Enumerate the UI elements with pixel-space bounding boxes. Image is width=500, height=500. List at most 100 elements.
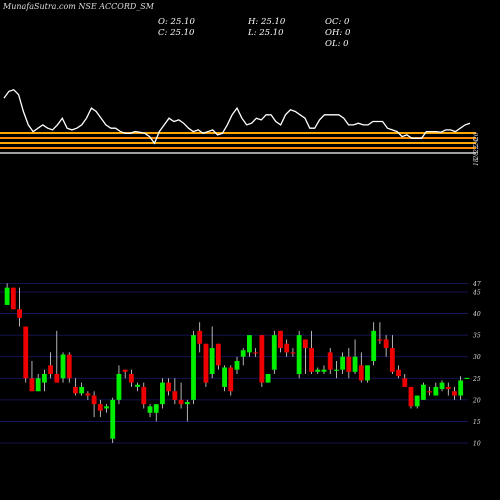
candle <box>377 322 383 344</box>
candle-body <box>296 335 302 374</box>
candle <box>215 343 221 370</box>
candle <box>166 378 172 396</box>
candle-body <box>247 335 252 353</box>
indicator-axis-label: 18 <box>473 158 480 166</box>
y-tick-label: 40 <box>472 311 481 318</box>
candle <box>97 399 103 418</box>
y-tick-label: 47 <box>472 281 481 288</box>
candle <box>128 369 134 387</box>
ohlc-col-high-low: H: 25.10 L: 25.10 <box>248 17 285 39</box>
candle-body <box>116 373 122 400</box>
candle <box>178 382 184 409</box>
candle-body <box>365 365 370 381</box>
candle-body <box>73 386 78 394</box>
candle <box>141 382 147 409</box>
candle <box>240 348 246 366</box>
candle-body <box>321 369 327 372</box>
candle-body <box>4 287 10 305</box>
y-tick-label: 35 <box>473 333 481 340</box>
candle-body <box>141 386 147 405</box>
candle-body <box>452 391 457 396</box>
candle-body <box>402 378 408 387</box>
candle-body <box>383 339 389 349</box>
candle-body <box>122 369 128 372</box>
candle <box>327 348 333 374</box>
candle-body <box>427 391 433 393</box>
candle <box>73 378 78 396</box>
candle-body <box>172 391 178 400</box>
candle <box>147 404 153 418</box>
candle <box>321 365 327 374</box>
candle <box>265 373 271 383</box>
candle-body <box>340 356 346 370</box>
indicator-axis-label: 26 <box>473 132 480 141</box>
candle-body <box>352 356 358 372</box>
close-value: C: 25.10 <box>158 28 195 38</box>
candle <box>309 330 314 374</box>
candle <box>184 399 190 422</box>
candle <box>247 335 252 357</box>
candle <box>135 382 141 392</box>
candle <box>17 287 22 327</box>
candle-body <box>153 404 159 413</box>
candle <box>203 343 209 387</box>
candle-body <box>458 380 464 396</box>
candle-body <box>433 386 439 396</box>
candle-body <box>104 406 109 409</box>
candle <box>122 369 128 379</box>
candle <box>116 365 122 405</box>
candle-body <box>420 384 426 400</box>
low-value: L: 25.10 <box>248 28 284 38</box>
stock-label: MunafaSutra.com NSE ACCORD_SM <box>3 2 154 11</box>
candle <box>54 330 60 383</box>
candle-body <box>228 367 234 392</box>
candle-body <box>178 399 184 405</box>
candle <box>352 339 358 374</box>
candle <box>358 352 364 383</box>
candle <box>48 352 54 379</box>
candle-body <box>259 335 265 383</box>
candle <box>315 367 321 374</box>
candle-body <box>209 348 215 374</box>
candle <box>104 404 109 413</box>
candle <box>172 378 178 405</box>
candle <box>346 348 352 379</box>
candle-body <box>309 348 314 372</box>
open-close-diff: OC: 0 <box>325 17 350 27</box>
candle <box>85 391 91 400</box>
candle <box>427 386 433 396</box>
candle <box>464 377 470 380</box>
candle <box>79 382 85 396</box>
candle <box>110 397 116 443</box>
candle <box>66 352 72 383</box>
candle-body <box>54 373 60 383</box>
candle-body <box>464 377 470 380</box>
candle-body <box>327 352 333 370</box>
y-tick-label: 10 <box>473 441 481 448</box>
y-tick-label: 45 <box>472 290 481 297</box>
candle <box>60 352 66 383</box>
candle-body <box>377 339 383 341</box>
candle-body <box>284 343 290 353</box>
candle <box>458 376 464 400</box>
candle <box>402 373 408 387</box>
candle <box>389 335 395 374</box>
price-panel: 10 15 20 25 30 35 40 45 47 <box>0 281 481 448</box>
candle-body <box>371 330 377 362</box>
candle <box>365 365 370 383</box>
open-value: O: 25.10 <box>158 17 195 27</box>
candle <box>445 382 451 396</box>
candle <box>191 330 196 405</box>
y-tick-label: 30 <box>473 354 481 361</box>
candle <box>259 335 265 387</box>
candle <box>35 373 41 392</box>
candle <box>4 283 10 305</box>
candle-body <box>234 361 240 370</box>
indicator-axis-label: 20 <box>473 152 480 161</box>
candle-body <box>253 352 259 354</box>
indicator-axis-label: 22 <box>473 145 480 154</box>
candle <box>271 330 277 374</box>
candle <box>383 335 389 357</box>
candle <box>340 352 346 374</box>
